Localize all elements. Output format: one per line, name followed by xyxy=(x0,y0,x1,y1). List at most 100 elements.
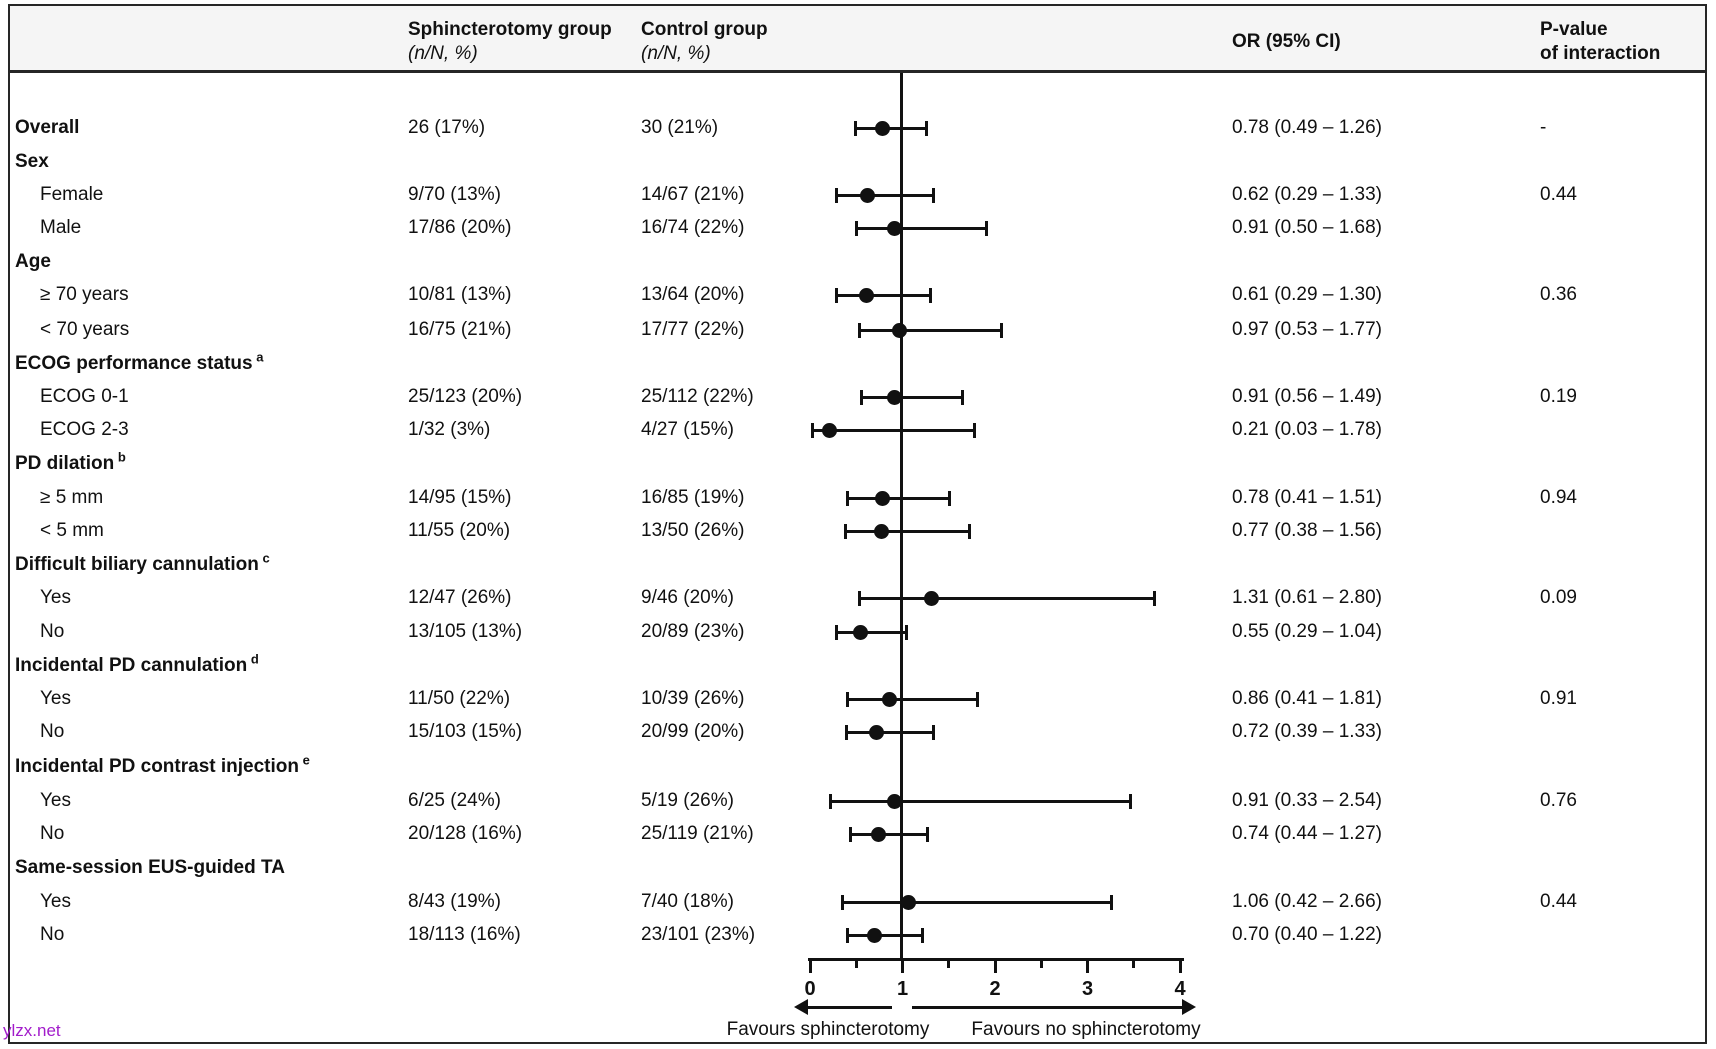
ci-cap-right xyxy=(904,624,908,640)
column-header-treatment-line2: (n/N, %) xyxy=(408,43,478,64)
favours-right-label: Favours no sphincterotomy xyxy=(971,1019,1201,1040)
p-value: 0.76 xyxy=(1540,790,1577,811)
control-value: 9/46 (20%) xyxy=(641,587,734,608)
ci-cap-left xyxy=(835,624,839,640)
table-header-band xyxy=(10,6,1705,73)
or-ci-value: 0.62 (0.29 – 1.33) xyxy=(1232,184,1382,205)
ci-cap-right xyxy=(948,490,952,506)
control-value: 20/99 (20%) xyxy=(641,721,745,742)
ci-whisker xyxy=(855,126,927,130)
x-axis-tick-label: 4 xyxy=(1174,978,1186,1000)
subgroup-label: < 70 years xyxy=(40,319,130,340)
p-value: 0.44 xyxy=(1540,891,1577,912)
or-point-marker xyxy=(821,422,837,438)
treatment-value: 26 (17%) xyxy=(408,117,486,138)
subgroup-label: ECOG 0-1 xyxy=(40,386,129,407)
or-ci-value: 0.61 (0.29 – 1.30) xyxy=(1232,284,1382,305)
ci-whisker xyxy=(861,395,963,399)
subgroup-label: ≥ 70 years xyxy=(40,284,129,305)
control-value: 10/39 (26%) xyxy=(641,688,745,709)
ci-whisker xyxy=(856,226,987,230)
treatment-value: 20/128 (16%) xyxy=(408,823,523,844)
subgroup-label: Overall xyxy=(15,117,80,138)
subgroup-label: Yes xyxy=(40,587,71,608)
control-value: 16/74 (22%) xyxy=(641,217,745,238)
left-arrow-line xyxy=(804,1006,892,1009)
footnote-superscript: c xyxy=(258,550,270,566)
ci-cap-left xyxy=(835,287,839,303)
p-value: 0.09 xyxy=(1540,587,1577,608)
or-point-marker xyxy=(886,793,902,809)
column-header-or: OR (95% CI) xyxy=(1232,31,1341,52)
column-header-pvalue-line2: of interaction xyxy=(1540,43,1661,64)
ci-cap-right xyxy=(961,389,965,405)
ci-cap-right xyxy=(985,220,989,236)
ci-cap-right xyxy=(928,287,932,303)
right-arrow-head-icon xyxy=(1182,999,1196,1015)
subgroup-label: No xyxy=(40,823,65,844)
control-value: 13/50 (26%) xyxy=(641,520,745,541)
ci-whisker xyxy=(830,799,1131,803)
column-header-control-line1: Control group xyxy=(641,19,768,40)
subgroup-label: No xyxy=(40,621,65,642)
p-value: 0.19 xyxy=(1540,386,1577,407)
or-point-marker xyxy=(874,490,890,506)
p-value: 0.44 xyxy=(1540,184,1577,205)
or-point-marker xyxy=(858,287,874,303)
subgroup-label: Male xyxy=(40,217,82,238)
ci-cap-left xyxy=(811,422,815,438)
or-point-marker xyxy=(900,894,916,910)
ci-cap-right xyxy=(931,724,935,740)
ci-cap-left xyxy=(844,724,848,740)
or-ci-value: 0.91 (0.56 – 1.49) xyxy=(1232,386,1382,407)
p-value: 0.94 xyxy=(1540,487,1577,508)
ci-cap-right xyxy=(967,523,971,539)
ci-whisker xyxy=(859,328,1002,332)
ci-cap-right xyxy=(1110,894,1114,910)
or-ci-value: 0.86 (0.41 – 1.81) xyxy=(1232,688,1382,709)
subgroup-label: ECOG 2-3 xyxy=(40,419,129,440)
x-axis-major-tick xyxy=(1178,958,1182,973)
or-point-marker xyxy=(853,624,869,640)
control-value: 16/85 (19%) xyxy=(641,487,745,508)
p-value: 0.91 xyxy=(1540,688,1577,709)
column-header-control-line2: (n/N, %) xyxy=(641,43,711,64)
treatment-value: 25/123 (20%) xyxy=(408,386,523,407)
ci-whisker xyxy=(859,596,1155,600)
column-header-treatment: Sphincterotomy group (n/N, %) xyxy=(408,18,612,66)
ci-whisker xyxy=(836,630,907,634)
x-axis-tick-label: 3 xyxy=(1081,978,1094,1000)
footnote-superscript: d xyxy=(247,651,259,667)
or-ci-value: 0.78 (0.49 – 1.26) xyxy=(1232,117,1382,138)
or-ci-value: 0.77 (0.38 – 1.56) xyxy=(1232,520,1382,541)
ci-whisker xyxy=(847,496,950,500)
ci-cap-right xyxy=(975,691,979,707)
or-ci-value: 0.55 (0.29 – 1.04) xyxy=(1232,621,1382,642)
or-point-marker xyxy=(886,389,902,405)
or-point-marker xyxy=(869,724,885,740)
treatment-value: 12/47 (26%) xyxy=(408,587,512,608)
column-header-treatment-line1: Sphincterotomy group xyxy=(408,19,612,40)
footnote-superscript: b xyxy=(114,449,126,465)
or-ci-value: 0.91 (0.33 – 2.54) xyxy=(1232,790,1382,811)
ci-cap-right xyxy=(921,927,925,943)
subgroup-label: Same-session EUS-guided TA xyxy=(15,857,285,878)
subgroup-label: < 5 mm xyxy=(40,520,104,541)
control-value: 13/64 (20%) xyxy=(641,284,745,305)
treatment-value: 6/25 (24%) xyxy=(408,790,501,811)
x-axis-minor-tick xyxy=(1132,958,1136,968)
or-ci-value: 0.97 (0.53 – 1.77) xyxy=(1232,319,1382,340)
subgroup-label: Yes xyxy=(40,688,71,709)
x-axis-minor-tick xyxy=(854,958,858,968)
control-value: 23/101 (23%) xyxy=(641,924,756,945)
ci-whisker xyxy=(836,293,931,297)
x-axis-tick-label: 0 xyxy=(804,978,816,1000)
or-ci-value: 0.74 (0.44 – 1.27) xyxy=(1232,823,1382,844)
ci-cap-right xyxy=(931,187,935,203)
treatment-value: 11/50 (22%) xyxy=(408,688,511,709)
x-axis-tick-label: 1 xyxy=(896,978,909,1000)
footnote-superscript: a xyxy=(252,349,264,365)
or-ci-value: 0.91 (0.50 – 1.68) xyxy=(1232,217,1382,238)
ci-cap-left xyxy=(854,220,858,236)
